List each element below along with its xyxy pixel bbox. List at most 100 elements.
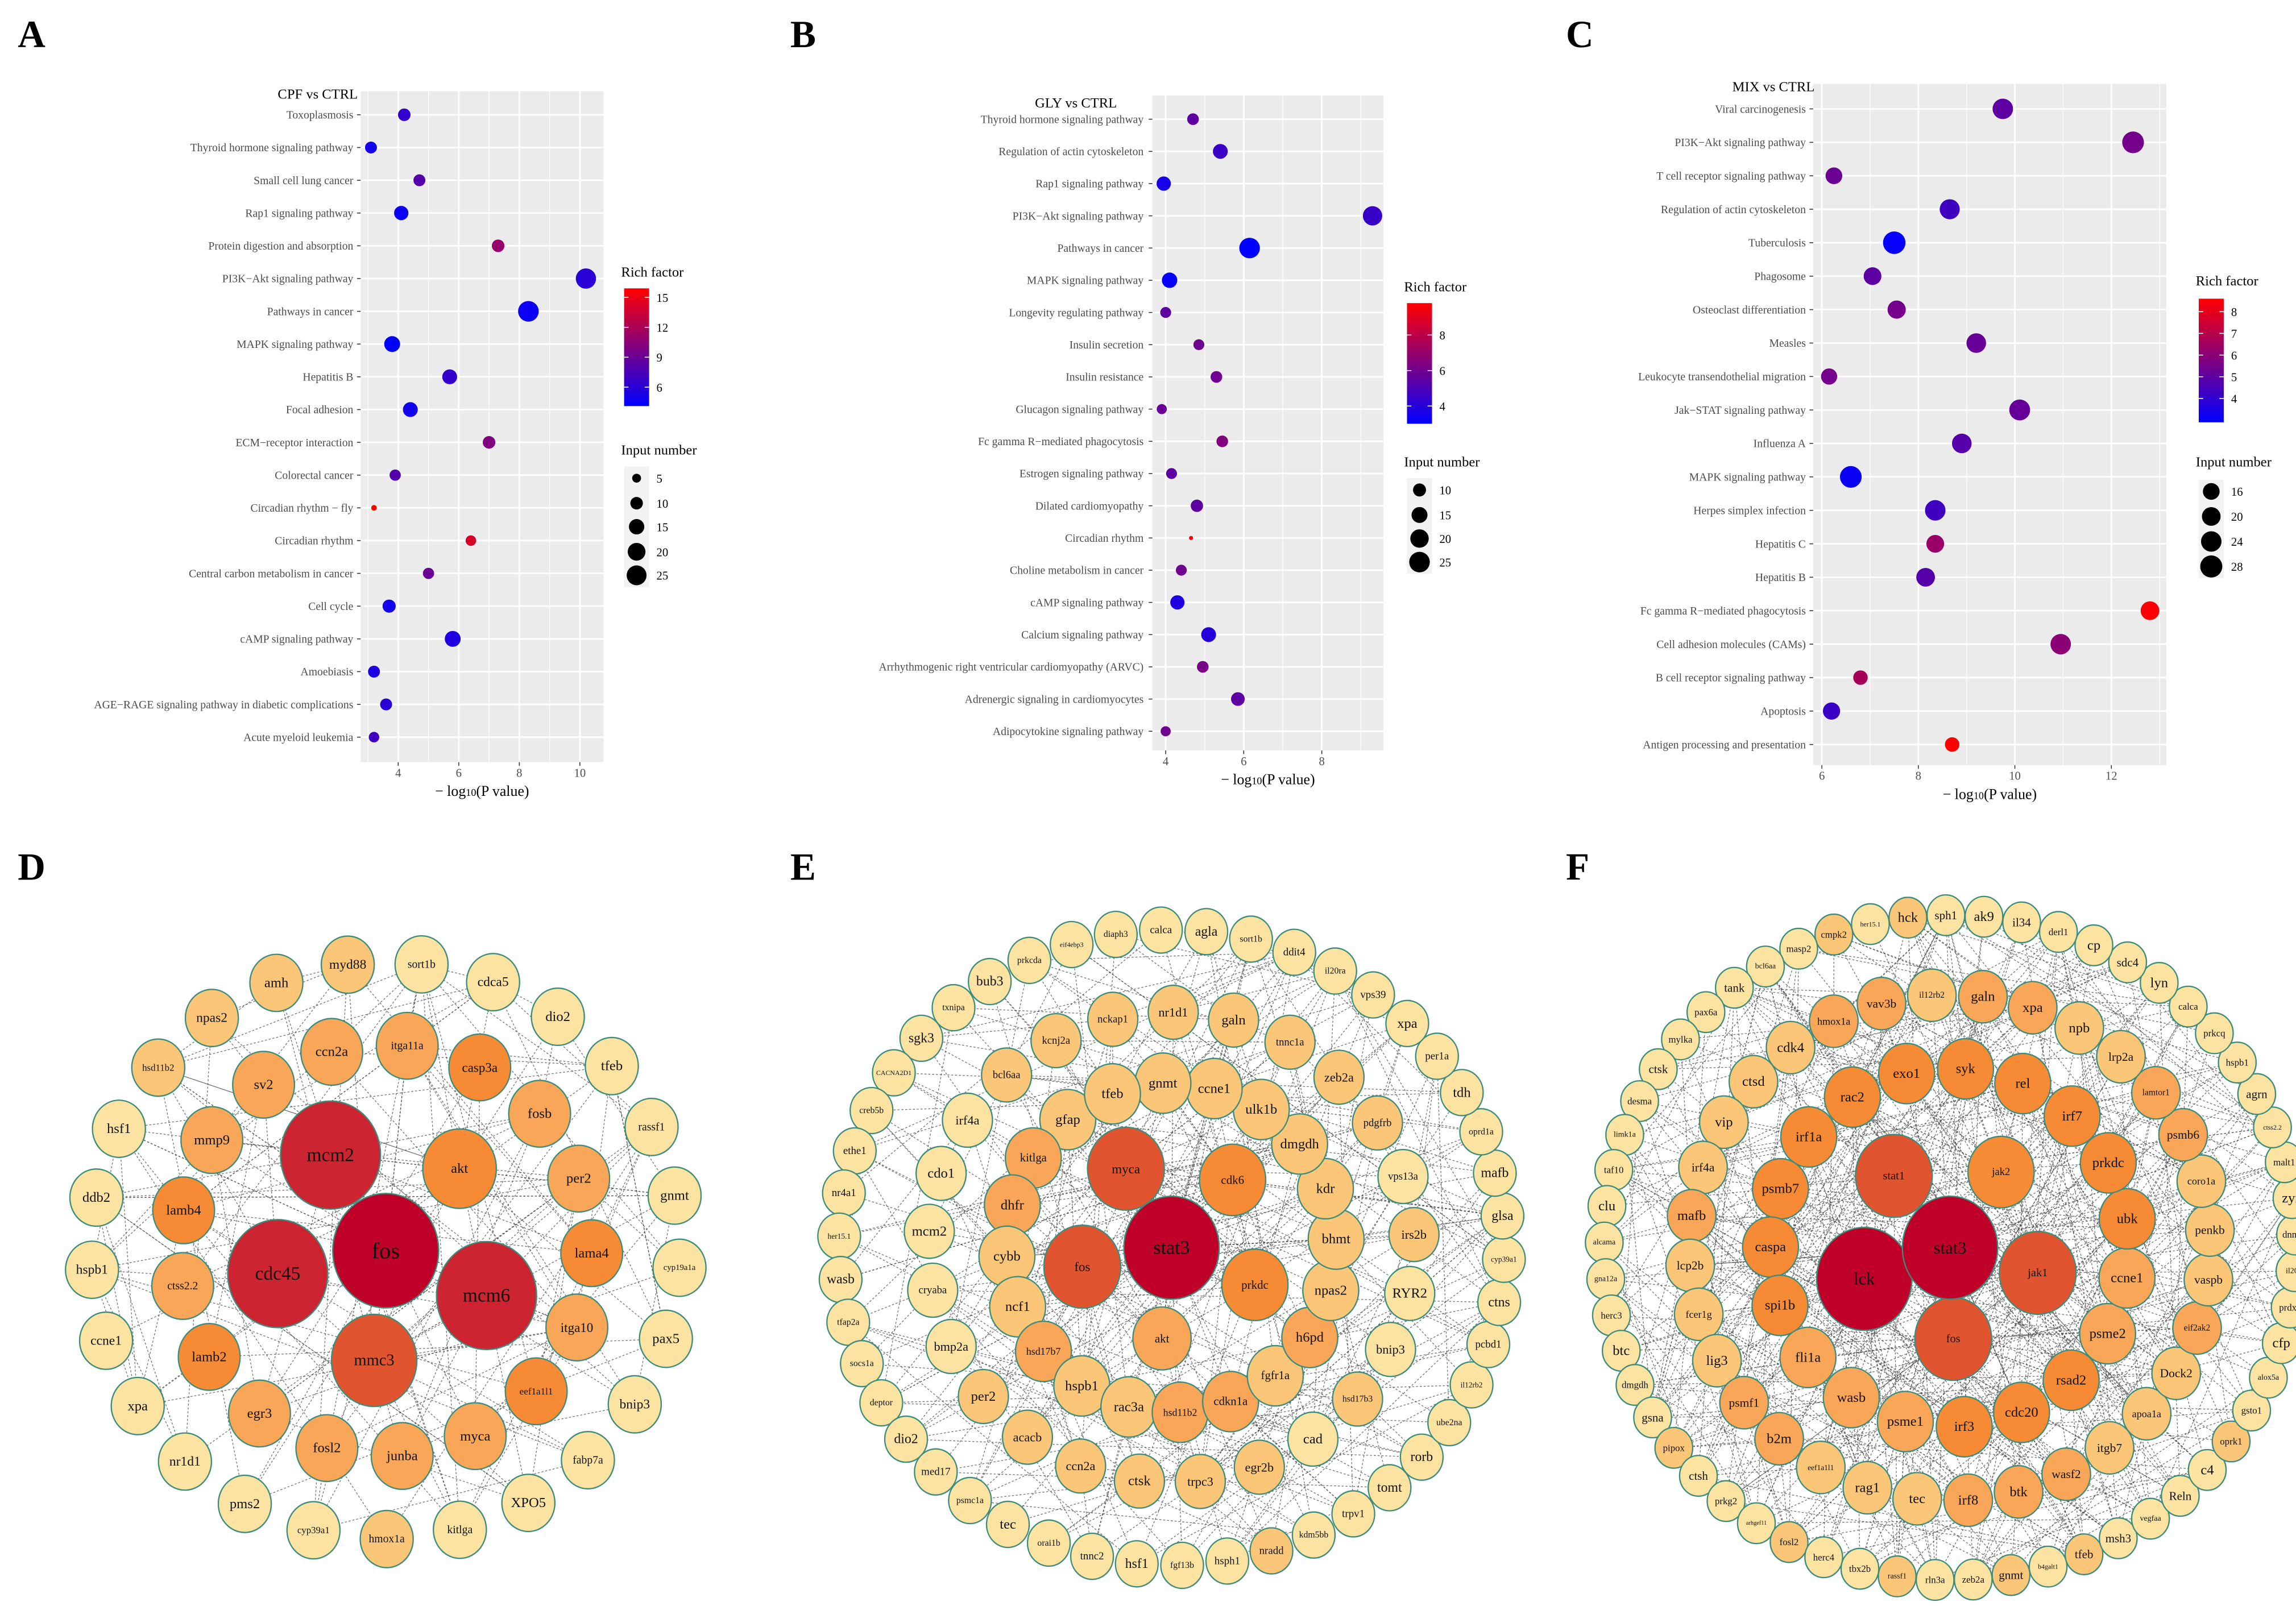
network-node: hck [1888,897,1928,939]
node-label: npas2 [196,1011,227,1026]
network-node: cad [1287,1411,1339,1467]
network-node: coro1a [2176,1154,2227,1208]
node-label: vip [1715,1114,1733,1130]
network-node: btk [1994,1464,2044,1519]
pathway-label: Tuberculosis [1748,237,1806,250]
network-edge [1605,1279,2012,1576]
network-node: kcnj2a [1030,1012,1082,1069]
pathway-label: Focal adhesion [286,404,354,416]
node-label: ctsh [1689,1469,1708,1483]
network-edge [212,964,349,1140]
pathway-label: B cell receptor signaling pathway [1656,672,1806,684]
node-circle [2151,1346,2202,1400]
pathway-label: Circadian rhythm [275,535,353,547]
node-circle [1698,1095,1749,1149]
network-edge [1658,1007,2033,1070]
network-node: mafb [1667,1189,1717,1243]
network-edge [1967,1134,2184,1501]
color-bar [624,288,649,406]
network-node: psmb6 [2158,1107,2208,1162]
network-edge [1870,924,2151,1519]
node-circle [2099,1517,2138,1559]
pathway-label: Arrhythmogenic right ventricular cardiom… [879,661,1144,674]
node-circle [501,1474,556,1533]
node-label: pcbd1 [1475,1339,1501,1351]
network-edge [1963,1134,2184,1427]
network-node: tfeb [2064,1533,2104,1575]
network-edge [1136,1384,1472,1564]
node-label: herc3 [1601,1310,1622,1321]
node-circle [2054,1001,2104,1055]
node-label: txnipa [942,1003,964,1012]
data-point [1175,565,1187,576]
node-circle [1991,1554,2031,1596]
node-circle [925,1318,977,1375]
node-circle [1654,1426,1694,1469]
pathway-label: Toxoplasmosis [287,109,354,122]
network-edge [2127,962,2198,1329]
network-node: prkcq [2195,1012,2234,1055]
node-label: fosl2 [313,1441,341,1456]
node-label: irf3 [1954,1419,1975,1434]
network-node: rel [1994,1052,2052,1115]
network-node: nr4a1 [822,1169,866,1217]
node-circle [1840,1547,1880,1590]
network-node: trpv1 [1331,1490,1375,1538]
node-label: fgfr1a [1261,1370,1290,1382]
network-node: bnip3 [1365,1322,1416,1377]
network-edge [1029,960,1113,1094]
network-node: irf1a [1780,1106,1838,1168]
node-label: exo1 [1893,1066,1920,1081]
network-node: fgfr1a [1246,1344,1304,1407]
node-circle [1661,1018,1700,1061]
network-edge [1605,1172,2001,1280]
node-label: ccn2a [1066,1459,1095,1473]
x-tick-label: 6 [1241,756,1246,768]
network-node: diaph3 [1093,910,1138,958]
pathway-label: Circadian rhythm − fly [251,502,354,514]
network-node: eef1a1l1 [1796,1440,1846,1495]
network-node: casp3a [448,1033,512,1102]
data-point [1191,499,1203,512]
node-label: agla [1195,924,1218,939]
network-edge [1716,987,1735,1361]
network-node: irf4a [942,1092,993,1148]
node-label: tdh [1453,1085,1470,1100]
node-label: gfap [1055,1112,1080,1127]
node-circle [375,1011,439,1080]
node-circle [1385,999,1429,1048]
size-legend-dot [1410,529,1429,548]
node-label: fosb [528,1106,552,1122]
pathway-label: Acute myeloid leukemia [243,731,353,744]
network-node: hsf1 [92,1099,146,1159]
network-edge [1734,987,1983,997]
network-edge [1897,1279,2209,1577]
network-node: psmc1a [948,1476,992,1525]
node-circle [151,1252,214,1321]
network-edge [1972,1410,2252,1580]
network-node: arhgef11 [1736,1502,1776,1545]
network-edge [1702,1062,2237,1168]
node-label: lig3 [1706,1353,1727,1368]
network-edge [1945,915,2257,1095]
node-circle [1132,1306,1192,1371]
node-label: mmp9 [194,1132,230,1148]
network-node: socs1a [840,1339,884,1388]
node-label: cyp39a1 [297,1525,330,1536]
node-circle [1804,1536,1843,1579]
network-node: med17 [914,1448,958,1496]
node-circle [1888,897,1928,939]
network-node: sort1b [1229,915,1273,963]
node-circle [1093,910,1138,958]
network-node: dio2 [884,1415,929,1463]
node-label: amh [264,975,288,990]
chart-title: GLY vs CTRL [1035,96,1117,111]
network-node: kdr [1296,1157,1354,1220]
node-circle [330,1313,418,1408]
node-circle [1399,1433,1444,1481]
network-node: bhmt [1307,1208,1365,1270]
network-edge [2107,1033,2215,1334]
data-point [1362,206,1382,226]
node-label: hsd17b3 [1342,1394,1373,1404]
node-label: nr4a1 [832,1187,856,1199]
